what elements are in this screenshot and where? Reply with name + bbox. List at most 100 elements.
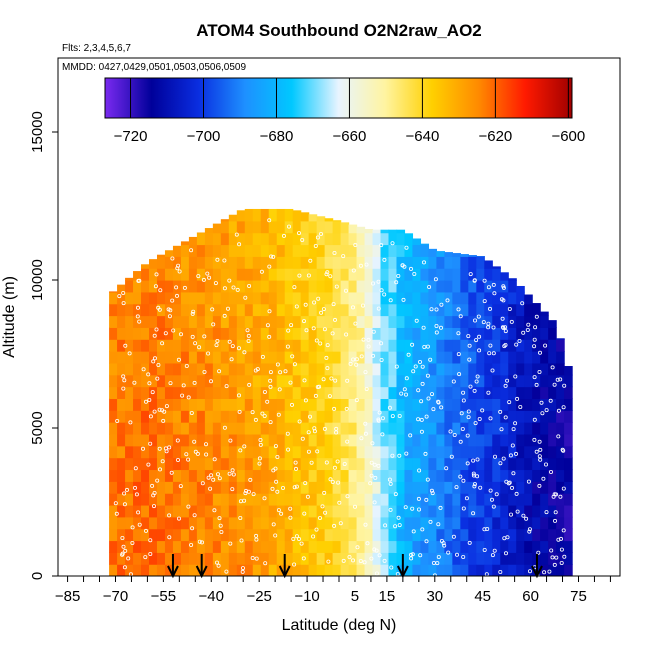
heatmap-cell <box>172 339 182 352</box>
heatmap-cell <box>460 291 469 305</box>
heatmap-cell <box>404 493 414 506</box>
observation-point <box>509 485 514 490</box>
heatmap-cell <box>141 351 150 364</box>
heatmap-cell <box>149 291 158 305</box>
heatmap-cell <box>436 374 445 388</box>
observation-point <box>536 550 541 555</box>
heatmap-cell <box>180 291 190 305</box>
heatmap-cell <box>508 303 517 317</box>
heatmap-cell <box>564 481 573 494</box>
heatmap-cell <box>236 303 246 317</box>
heatmap-cell <box>117 481 126 494</box>
heatmap-cell <box>500 564 509 576</box>
heatmap-cell <box>452 422 461 435</box>
heatmap-cell <box>556 338 565 340</box>
heatmap-cell <box>516 516 525 530</box>
observation-point <box>500 316 505 321</box>
heatmap-cell <box>364 457 374 471</box>
heatmap-cell <box>252 386 262 399</box>
heatmap-cell <box>308 374 318 388</box>
heatmap-cell <box>420 386 430 399</box>
heatmap-cell <box>156 516 166 530</box>
heatmap-cell <box>332 552 342 565</box>
heatmap-cell <box>396 374 406 388</box>
heatmap-cell <box>444 291 453 305</box>
observation-point <box>487 306 492 311</box>
observation-point <box>197 345 202 350</box>
observation-point <box>135 305 140 310</box>
observation-point <box>410 552 415 557</box>
heatmap-cell <box>300 386 310 399</box>
heatmap-cell <box>412 410 422 423</box>
heatmap-cell <box>428 528 437 542</box>
heatmap-cell <box>252 256 262 269</box>
heatmap-cell <box>452 410 461 423</box>
heatmap-cell <box>244 528 254 542</box>
observation-point <box>544 510 549 515</box>
heatmap-cell <box>532 516 541 530</box>
heatmap-cell <box>125 374 134 388</box>
heatmap-cell <box>532 528 541 542</box>
heatmap-cell <box>348 303 358 317</box>
observation-point <box>184 452 189 457</box>
observation-point <box>324 355 329 360</box>
observation-point <box>231 285 236 290</box>
heatmap-cell <box>117 362 126 376</box>
heatmap-cell <box>484 410 493 423</box>
heatmap-cell <box>196 374 206 388</box>
observation-point <box>513 421 518 426</box>
heatmap-cell <box>292 256 302 269</box>
heatmap-cell <box>236 386 246 399</box>
heatmap-cell <box>444 315 453 328</box>
heatmap-cell <box>412 315 422 328</box>
heatmap-cell <box>125 504 134 518</box>
heatmap-cell <box>180 351 190 364</box>
heatmap-cell <box>324 528 334 542</box>
heatmap-cell <box>212 351 222 364</box>
heatmap-cell <box>236 374 246 388</box>
heatmap-cell <box>348 327 358 340</box>
heatmap-cell <box>508 410 517 423</box>
heatmap-cell <box>149 540 158 553</box>
heatmap-cell <box>428 362 437 376</box>
heatmap-cell <box>364 469 374 482</box>
heatmap-cell <box>468 315 477 328</box>
heatmap-cell <box>188 268 198 281</box>
heatmap-cell <box>452 504 461 518</box>
heatmap-cell <box>252 422 262 435</box>
heatmap-cell <box>444 528 453 542</box>
heatmap-cell <box>236 280 246 293</box>
heatmap-cell <box>412 386 422 399</box>
heatmap-cell <box>220 516 230 530</box>
heatmap-cell <box>452 493 461 506</box>
heatmap-cell <box>308 315 318 328</box>
observation-point <box>253 417 258 422</box>
heatmap-cell <box>180 362 190 376</box>
heatmap-cell <box>548 351 557 364</box>
heatmap-cell <box>180 493 190 506</box>
heatmap-cell <box>428 280 437 293</box>
heatmap-cell <box>444 493 453 506</box>
heatmap-cell <box>540 504 549 518</box>
observation-points <box>113 218 567 576</box>
heatmap-cell <box>125 339 134 352</box>
heatmap-cell <box>284 220 294 234</box>
heatmap-cell <box>356 339 366 352</box>
heatmap-cell <box>420 243 430 246</box>
observation-point <box>436 522 441 527</box>
heatmap-cell <box>476 374 485 388</box>
heatmap-cell <box>276 315 286 328</box>
observation-point <box>354 398 359 403</box>
heatmap-cell <box>324 422 334 435</box>
heatmap-cell <box>117 339 126 352</box>
observation-point <box>206 475 211 480</box>
heatmap-cell <box>188 422 198 435</box>
observation-point <box>486 325 491 330</box>
heatmap-cell <box>524 303 533 317</box>
heatmap-cell <box>524 469 533 482</box>
observation-point <box>152 490 157 495</box>
heatmap-cell <box>141 339 150 352</box>
heatmap-cell <box>476 315 485 328</box>
heatmap-cell <box>524 386 533 399</box>
observation-point <box>137 522 142 527</box>
